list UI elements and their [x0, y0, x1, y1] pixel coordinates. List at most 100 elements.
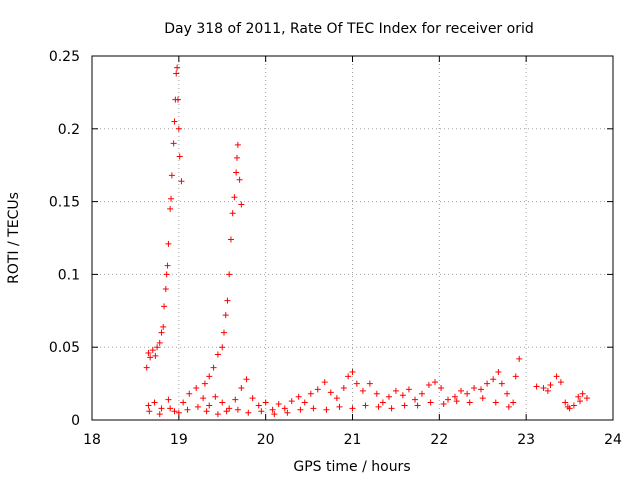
data-point — [164, 262, 171, 269]
data-point — [206, 373, 213, 380]
data-point — [238, 384, 245, 391]
data-point — [162, 285, 169, 292]
data-point — [145, 350, 152, 357]
data-point — [154, 344, 161, 351]
data-point — [359, 387, 366, 394]
y-axis-label: ROTI / TECUs — [6, 192, 22, 284]
data-point — [229, 210, 236, 217]
data-point — [178, 178, 185, 185]
data-point — [533, 383, 540, 390]
data-point — [214, 351, 221, 358]
x-tick-label: 24 — [604, 432, 622, 448]
data-point — [570, 402, 577, 409]
data-point — [362, 402, 369, 409]
data-point — [170, 140, 177, 147]
data-point — [575, 393, 582, 400]
data-point — [284, 409, 291, 416]
data-point — [379, 399, 386, 406]
data-point — [510, 399, 517, 406]
data-point — [392, 387, 399, 394]
data-point — [512, 373, 519, 380]
data-point — [345, 373, 352, 380]
data-point — [175, 409, 182, 416]
data-point — [149, 347, 156, 354]
data-point — [186, 390, 193, 397]
x-tick-label: 19 — [170, 432, 188, 448]
data-point — [168, 195, 175, 202]
data-point — [227, 236, 234, 243]
x-tick-label: 18 — [83, 432, 101, 448]
grid-lines — [92, 56, 613, 420]
data-point — [147, 354, 154, 361]
data-point — [258, 408, 265, 415]
data-point — [479, 395, 486, 402]
data-point — [214, 411, 221, 418]
data-point — [353, 380, 360, 387]
data-point — [471, 384, 478, 391]
data-point — [414, 402, 421, 409]
data-point — [516, 355, 523, 362]
data-point — [297, 406, 304, 413]
y-tick-label: 0.25 — [49, 49, 80, 65]
data-point — [245, 409, 252, 416]
y-tick-label: 0.2 — [58, 122, 80, 138]
data-point — [168, 172, 175, 179]
data-point — [219, 344, 226, 351]
data-point — [340, 384, 347, 391]
data-point — [445, 396, 452, 403]
data-point — [412, 396, 419, 403]
data-point — [547, 382, 554, 389]
data-point — [349, 405, 356, 412]
data-point — [577, 398, 584, 405]
data-point — [152, 352, 159, 359]
data-point — [464, 390, 471, 397]
data-point — [165, 240, 172, 247]
data-point — [564, 403, 571, 410]
data-point — [314, 386, 321, 393]
data-point — [167, 205, 174, 212]
data-point — [145, 402, 152, 409]
data-point — [295, 393, 302, 400]
axis-ticks: 18 19 20 21 22 23 24 0 0.05 0.1 0.15 0.2 0.25 — [49, 49, 622, 448]
data-point — [212, 393, 219, 400]
data-point — [275, 400, 282, 407]
data-point — [453, 398, 460, 405]
data-point — [375, 403, 382, 410]
x-tick-label: 22 — [430, 432, 448, 448]
data-point — [158, 405, 165, 412]
data-point — [231, 194, 238, 201]
data-point — [233, 169, 240, 176]
data-point — [557, 379, 564, 386]
data-point — [540, 384, 547, 391]
data-point — [269, 406, 276, 413]
data-point — [492, 399, 499, 406]
data-point — [206, 402, 213, 409]
data-point — [174, 64, 181, 71]
data-point — [143, 364, 150, 371]
plot-frame — [91, 55, 614, 421]
data-point — [418, 390, 425, 397]
y-tick-label: 0 — [71, 413, 80, 429]
data-point — [327, 389, 334, 396]
data-point — [458, 387, 465, 394]
data-point — [236, 176, 243, 183]
data-point — [184, 406, 191, 413]
data-point — [175, 125, 182, 132]
data-point — [466, 399, 473, 406]
data-point — [234, 406, 241, 413]
data-point — [349, 368, 356, 375]
data-point — [262, 399, 269, 406]
data-point — [425, 382, 432, 389]
data-point — [203, 408, 210, 415]
data-point — [156, 339, 163, 346]
data-point — [219, 399, 226, 406]
data-point — [234, 154, 241, 161]
data-point — [310, 405, 317, 412]
data-point — [232, 396, 239, 403]
x-axis-label: GPS time / hours — [293, 459, 410, 475]
data-point — [226, 405, 233, 412]
data-point — [478, 386, 485, 393]
y-tick-label: 0.15 — [49, 195, 80, 211]
data-point — [222, 312, 229, 319]
